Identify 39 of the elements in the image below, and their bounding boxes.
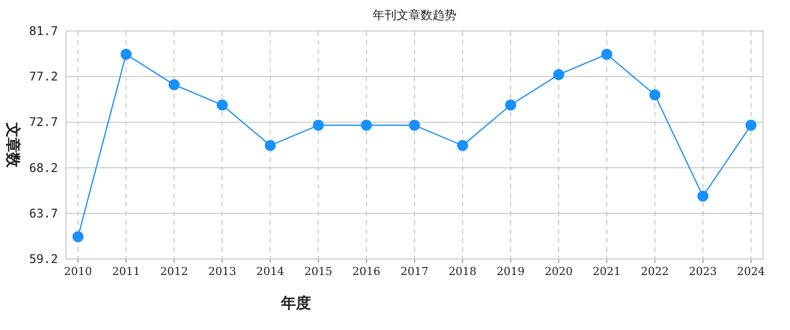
- x-tick-label: 2010: [64, 265, 92, 278]
- x-tick-label: 2020: [544, 265, 573, 278]
- point: [649, 89, 660, 100]
- x-tick-label: 2024: [736, 265, 765, 278]
- y-tick-label: 72.7: [29, 115, 58, 130]
- x-tick-label: 2015: [304, 265, 332, 278]
- x-tick-label: 2016: [352, 265, 380, 278]
- point: [505, 99, 516, 110]
- x-tick-label: 2011: [112, 265, 140, 278]
- y-tick-label: 63.7: [29, 206, 58, 220]
- x-tick-label: 2012: [160, 265, 188, 278]
- point: [697, 190, 708, 202]
- y-tick-label: 77.2: [29, 70, 58, 84]
- x-tick-label: 2018: [448, 265, 477, 278]
- chart-title: 年刊文章数趋势: [372, 8, 456, 22]
- x-tick-label: 2017: [400, 265, 428, 278]
- point: [216, 99, 228, 110]
- x-tick-label: 2023: [688, 265, 717, 278]
- point: [409, 120, 420, 131]
- x-axis-title: 年度: [280, 294, 311, 312]
- x-tick-label: 2021: [592, 265, 621, 278]
- x-tick-label: 2014: [256, 265, 284, 278]
- x-tick-label: 2022: [640, 265, 669, 278]
- point: [120, 48, 132, 60]
- y-axis-title: 文章数: [4, 122, 22, 168]
- point: [601, 48, 612, 60]
- point: [360, 120, 372, 131]
- point: [745, 120, 756, 131]
- point: [553, 69, 564, 80]
- point: [312, 120, 324, 131]
- point: [264, 140, 276, 152]
- point: [168, 79, 180, 90]
- x-tick-label: 2019: [496, 265, 525, 278]
- y-tick-label: 68.2: [29, 160, 58, 175]
- x-tick-label: 2013: [208, 265, 236, 278]
- point: [457, 140, 468, 152]
- y-tick-label: 81.7: [29, 24, 58, 38]
- point: [72, 231, 84, 242]
- y-tick-label: 59.2: [29, 252, 58, 266]
